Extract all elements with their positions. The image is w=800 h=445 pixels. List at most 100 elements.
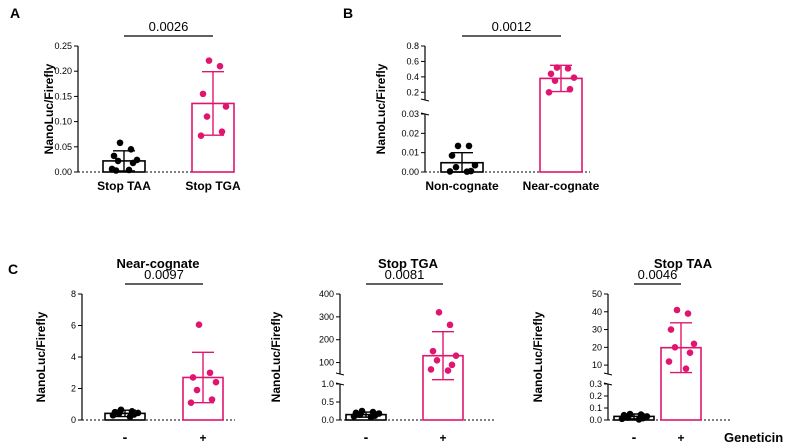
y-tick-label: 0.03 bbox=[401, 109, 419, 119]
data-point bbox=[547, 70, 555, 78]
y-tick-label: 0.3 bbox=[589, 379, 602, 389]
data-point bbox=[222, 103, 230, 110]
data-point bbox=[112, 167, 120, 174]
data-point bbox=[566, 85, 574, 93]
data-point bbox=[452, 352, 460, 360]
axis-break-mark bbox=[603, 372, 613, 376]
y-tick-label: 0.8 bbox=[406, 41, 419, 51]
data-point bbox=[197, 132, 205, 140]
data-point bbox=[206, 369, 214, 377]
y-tick-label: 0.1 bbox=[589, 403, 602, 413]
data-point bbox=[205, 57, 213, 64]
y-tick-label: 0.20 bbox=[54, 66, 72, 76]
data-point bbox=[667, 326, 675, 333]
y-tick-label: 0.00 bbox=[401, 167, 419, 177]
y-tick-label: 4 bbox=[71, 352, 76, 362]
y-axis-label: NanoLuc/Firefly bbox=[34, 311, 48, 402]
data-point bbox=[116, 139, 124, 147]
x-tick-label: Non-cognate bbox=[425, 179, 499, 193]
data-point bbox=[212, 378, 220, 386]
data-point bbox=[115, 410, 123, 418]
y-tick-label: 200 bbox=[319, 335, 334, 345]
data-point bbox=[189, 374, 197, 381]
data-point bbox=[551, 77, 559, 85]
data-point bbox=[673, 306, 681, 314]
axis-break-mark bbox=[335, 372, 345, 376]
data-point bbox=[671, 344, 679, 351]
data-point bbox=[114, 157, 122, 165]
y-tick-label: 300 bbox=[319, 312, 334, 322]
y-tick-label: 0 bbox=[71, 415, 76, 425]
y-tick-label: 0.5 bbox=[321, 397, 334, 407]
y-axis-label: NanoLuc/Firefly bbox=[531, 311, 545, 402]
y-tick-label: 0.25 bbox=[54, 41, 72, 51]
data-point bbox=[690, 340, 698, 348]
data-point bbox=[427, 366, 435, 373]
y-tick-label: 50 bbox=[592, 289, 602, 299]
data-point bbox=[216, 62, 224, 70]
data-point bbox=[564, 65, 572, 72]
data-point bbox=[199, 90, 207, 98]
data-point bbox=[452, 163, 460, 171]
data-point bbox=[454, 142, 462, 150]
x-tick-label: + bbox=[439, 431, 446, 445]
chart-title: Near-cognate bbox=[116, 256, 199, 271]
data-point bbox=[635, 416, 643, 423]
x-tick-label: - bbox=[364, 429, 369, 445]
x-tick-label: Stop TGA bbox=[185, 179, 241, 193]
data-point bbox=[125, 166, 133, 174]
data-point bbox=[129, 159, 137, 167]
y-tick-label: 0.4 bbox=[406, 72, 419, 82]
y-tick-label: 0.10 bbox=[54, 117, 72, 127]
p-value-label: 0.0046 bbox=[638, 267, 678, 282]
y-axis-label: NanoLuc/Firefly bbox=[374, 63, 388, 154]
x-tick-label: - bbox=[123, 429, 128, 445]
x-tick-label: - bbox=[632, 429, 637, 445]
y-tick-label: 100 bbox=[319, 358, 334, 368]
y-tick-label: 0.05 bbox=[54, 142, 72, 152]
y-tick-label: 6 bbox=[71, 321, 76, 331]
geneticin-label: Geneticin bbox=[724, 430, 783, 445]
data-point bbox=[208, 396, 216, 403]
y-tick-label: 2 bbox=[71, 384, 76, 394]
data-point bbox=[435, 308, 443, 316]
y-tick-label: 0.00 bbox=[54, 167, 72, 177]
data-point bbox=[446, 321, 454, 329]
y-tick-label: 0.02 bbox=[401, 128, 419, 138]
y-tick-label: 8 bbox=[71, 289, 76, 299]
data-point bbox=[463, 168, 471, 175]
y-tick-label: 0.15 bbox=[54, 91, 72, 101]
data-point bbox=[187, 399, 195, 406]
data-point bbox=[686, 349, 694, 356]
data-point bbox=[193, 386, 201, 394]
data-point bbox=[553, 64, 561, 71]
data-point bbox=[110, 152, 118, 160]
y-tick-label: 0.2 bbox=[589, 391, 602, 401]
data-point bbox=[618, 415, 626, 423]
data-point bbox=[127, 146, 135, 153]
data-point bbox=[448, 152, 456, 159]
x-tick-label: + bbox=[677, 431, 684, 445]
panel-label: C bbox=[8, 261, 18, 277]
panel-label: B bbox=[343, 5, 353, 21]
data-point bbox=[471, 161, 479, 169]
chart-title: Stop TGA bbox=[378, 256, 439, 271]
x-tick-label: + bbox=[199, 431, 206, 445]
data-point bbox=[446, 168, 454, 175]
y-tick-label: 30 bbox=[592, 325, 602, 335]
p-value-label: 0.0026 bbox=[149, 19, 189, 34]
data-point bbox=[570, 74, 578, 81]
data-point bbox=[195, 321, 203, 329]
data-point bbox=[367, 413, 375, 421]
data-point bbox=[465, 142, 473, 150]
chart-title: Stop TAA bbox=[654, 256, 713, 271]
data-point bbox=[433, 356, 441, 364]
data-point bbox=[429, 347, 437, 355]
panel-label: A bbox=[10, 5, 20, 21]
y-tick-label: 400 bbox=[319, 289, 334, 299]
data-point bbox=[350, 413, 358, 420]
x-tick-label: Stop TAA bbox=[97, 179, 151, 193]
data-point bbox=[545, 88, 553, 96]
data-point bbox=[448, 361, 456, 369]
